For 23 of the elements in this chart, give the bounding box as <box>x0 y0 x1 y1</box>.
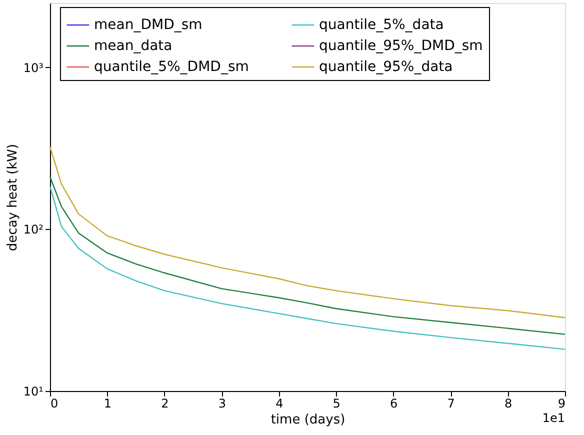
line-series <box>49 146 566 318</box>
legend-label: quantile_95%_DMD_sm <box>319 38 483 54</box>
legend-label: quantile_95%_data <box>319 59 453 75</box>
y-tick-label: 10¹ <box>23 384 44 398</box>
x-tick-label: 3 <box>218 396 226 410</box>
x-tick-label: 5 <box>332 396 340 410</box>
x-tick-label: 9 <box>558 396 566 410</box>
x-tick-label: 4 <box>276 396 284 410</box>
x-tick-label: 0 <box>50 396 58 410</box>
y-axis-title: decay heat (kW) <box>5 144 20 252</box>
legend-label: quantile_5%_data <box>319 17 444 33</box>
legend-label: mean_DMD_sm <box>94 17 202 33</box>
x-tick-label: 1 <box>104 396 112 410</box>
y-tick-label: 10³ <box>23 60 44 75</box>
x-tick-label: 2 <box>161 396 169 410</box>
x-axis-title: time (days) <box>270 412 346 428</box>
x-tick-label: 7 <box>447 396 455 410</box>
legend-label: quantile_5%_DMD_sm <box>94 59 249 75</box>
x-tick-label: 6 <box>390 396 398 410</box>
text: 1e1 <box>542 411 565 425</box>
legend-label: mean_data <box>94 38 172 54</box>
x-tick-label: 8 <box>504 396 512 410</box>
y-tick-label: 10² <box>23 222 44 237</box>
